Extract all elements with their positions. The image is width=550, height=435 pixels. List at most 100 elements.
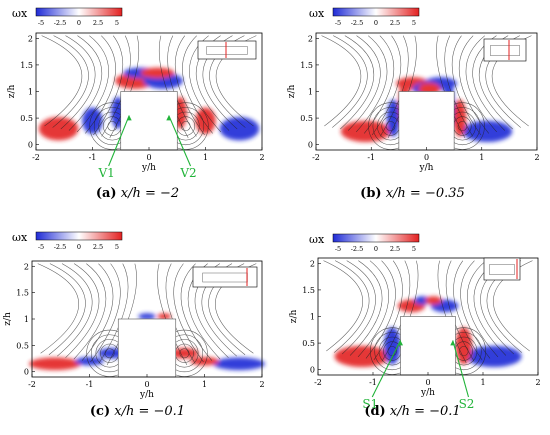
annotation-arrow [168, 115, 192, 167]
annotation-arrow [371, 340, 401, 398]
colorbar-tick-label: -2.5 [54, 19, 67, 27]
x-tick-label: -1 [367, 153, 375, 162]
x-tick-label: -1 [86, 380, 94, 389]
vortex-streamline [457, 121, 468, 132]
vorticity-patch [466, 345, 522, 368]
streamline [321, 35, 362, 127]
vortex-streamline [179, 348, 190, 359]
vortex-streamline [459, 346, 469, 357]
colorbar-tick-label: -2.5 [54, 243, 67, 251]
colorbar-tick-label: 5 [412, 19, 416, 27]
x-tick-label: 0 [425, 378, 430, 387]
colorbar-tick-label: 0 [77, 243, 81, 251]
colorbar-label: ωx [12, 231, 28, 244]
colorbar [35, 231, 123, 241]
streamline [73, 263, 107, 360]
x-tick-label: 2 [259, 380, 264, 389]
x-axis-label: y/h [139, 390, 154, 400]
streamline [332, 35, 368, 128]
streamline [93, 35, 124, 136]
colorbar-tick-label: 0 [77, 19, 81, 27]
x-tick-label: 1 [202, 380, 207, 389]
x-tick-label: -1 [89, 153, 97, 162]
streamline [381, 260, 411, 362]
streamline [101, 35, 131, 137]
colorbar-tick-label: -5 [335, 19, 341, 27]
vortex-streamline [180, 121, 191, 132]
inset-cube [206, 46, 248, 55]
figure-panel-b: ωx -5 -2.5 0 2.5 5 -2 -1 0 1 2 y/h 0 0.5 1 1.5 2 z/h [275, 0, 550, 217]
annotation-label: V2 [179, 166, 196, 180]
streamline [98, 263, 129, 364]
y-tick-label: 1.5 [16, 289, 29, 298]
figure-svg: ωx-5 -2.5 0 2.5 5-2 -1 0 1 2y/h00.511.52z/hS1 S2 [289, 233, 541, 411]
x-axis-label: y/h [420, 388, 435, 398]
streamline [90, 263, 121, 363]
colorbar [332, 7, 420, 17]
streamline [167, 35, 197, 137]
streamline [158, 35, 189, 139]
caption-d: (d) x/h = −0.1 [364, 404, 461, 419]
colorbar-tick-label: -2.5 [351, 245, 364, 253]
colorbar-tick-label: 5 [115, 19, 119, 27]
vorticity-patch [453, 99, 467, 137]
caption-b: (b) x/h = −0.35 [360, 186, 465, 201]
vorticity-patch [190, 356, 219, 366]
streamline [387, 35, 417, 139]
y-tick-label: 1 [308, 88, 313, 97]
x-tick-label: 0 [144, 380, 149, 389]
y-tick-label: 0 [310, 366, 315, 375]
streamline [437, 260, 467, 364]
streamline [323, 260, 363, 352]
inset-cube [489, 264, 515, 275]
x-tick-label: 2 [259, 153, 264, 162]
streamline [467, 260, 499, 358]
vorticity-field [334, 296, 522, 368]
streamline [341, 260, 376, 355]
streamline [48, 263, 86, 355]
vortex-streamline [107, 121, 118, 132]
colorbar [332, 233, 420, 243]
colorbar-tick-label: -5 [38, 243, 44, 251]
streamline [173, 263, 204, 363]
colorbar-tick-label: -2.5 [351, 19, 364, 27]
figure-panel-a: ωx -5 -2.5 0 2.5 5 -2 -1 0 1 2 y/h 0 0.5 1 1.5 2 z/h V1 V2 [0, 0, 275, 217]
y-axis-label: z/h [7, 85, 17, 99]
colorbar-tick-label: -5 [38, 19, 44, 27]
x-tick-label: 0 [424, 153, 429, 162]
annotation-arrowhead [126, 115, 132, 121]
caption-c: (c) x/h = −0.1 [89, 404, 186, 419]
streamline [453, 260, 483, 361]
x-tick-label: 1 [479, 153, 484, 162]
figure-svg: ωx-5 -2.5 0 2.5 5-2 -1 0 1 2y/h00.511.52z/h [287, 7, 540, 173]
streamline [356, 35, 388, 133]
x-tick-label: -2 [312, 153, 320, 162]
vorticity-patch [38, 117, 79, 141]
vortex-streamline [104, 348, 115, 359]
annotation-label: S2 [459, 397, 475, 411]
y-tick-label: 0 [28, 141, 33, 150]
colorbar-tick-label: 0 [374, 245, 378, 253]
y-tick-label: 0 [24, 368, 29, 377]
colorbar-label: ωx [309, 7, 325, 20]
y-tick-label: 1.5 [302, 286, 315, 295]
vorticity-patch [219, 117, 260, 141]
colorbar-tick-label: 2.5 [93, 243, 103, 251]
streamline [57, 263, 93, 357]
x-tick-label: 2 [534, 153, 539, 162]
streamline [436, 35, 466, 139]
annotation-arrowhead [450, 340, 456, 346]
colorbar-tick-label: 2.5 [390, 245, 400, 253]
x-axis-label: y/h [419, 163, 434, 173]
streamline [68, 35, 102, 131]
y-tick-label: 2 [24, 262, 29, 271]
x-tick-label: -2 [28, 380, 36, 389]
vorticity-patch [75, 356, 104, 366]
y-tick-label: 0.5 [20, 114, 33, 123]
cube-obstacle [117, 318, 177, 378]
streamline [465, 35, 497, 133]
y-tick-label: 1 [24, 315, 29, 324]
streamline [444, 35, 474, 137]
streamline [373, 260, 403, 361]
streamline [37, 263, 79, 354]
